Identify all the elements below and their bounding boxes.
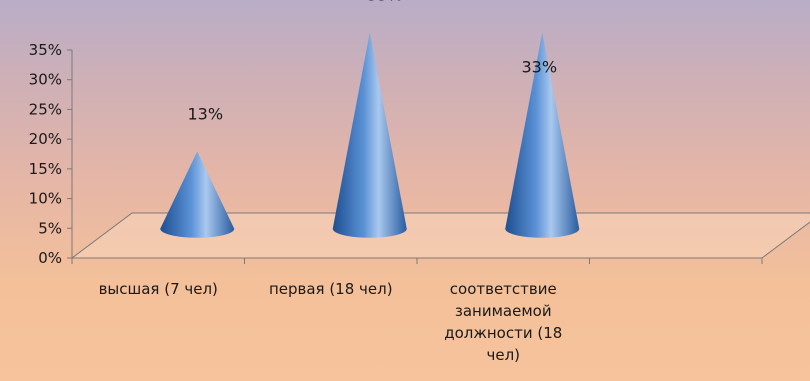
y-tick-label: 15% xyxy=(29,160,62,178)
data-label: 13% xyxy=(187,104,223,123)
cone-bar xyxy=(505,32,580,238)
x-category-label: высшая (7 чел) xyxy=(99,280,218,298)
data-label: 33% xyxy=(521,58,557,77)
x-category-label: первая (18 чел) xyxy=(269,280,393,298)
cone-body xyxy=(160,151,235,238)
y-tick-label: 25% xyxy=(29,100,62,118)
y-tick-label: 35% xyxy=(29,41,62,59)
y-tick-label: 30% xyxy=(29,71,62,89)
y-tick-label: 5% xyxy=(38,219,62,237)
x-axis: высшая (7 чел) первая (18 чел) соответстви… xyxy=(71,257,763,364)
y-tick-label: 10% xyxy=(29,190,62,208)
y-tick-label: 20% xyxy=(29,130,62,148)
y-tick-label: 0% xyxy=(38,249,62,267)
x-category-label: соответствие занимаемой должности (18 чел) xyxy=(444,280,562,364)
cone-body xyxy=(332,32,407,238)
y-axis: 0% 5% 10% 15% 20% 25% 30% 35% xyxy=(29,41,73,267)
data-label: 33% xyxy=(367,0,403,5)
data-labels: 13% 33% 33% xyxy=(187,0,557,123)
cone-body xyxy=(505,32,580,238)
cone-series xyxy=(160,32,580,238)
cone-bar xyxy=(160,151,235,238)
cone-bar xyxy=(332,32,407,238)
